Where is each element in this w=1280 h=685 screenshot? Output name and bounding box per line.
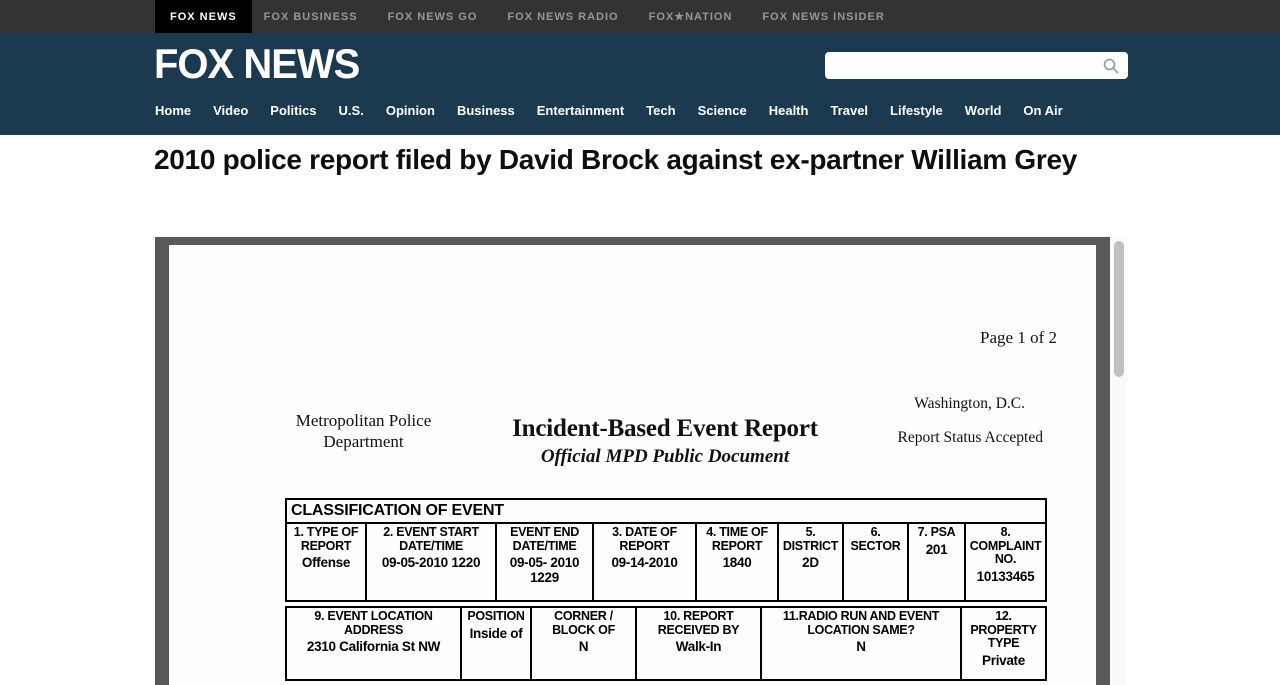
brand-tab-fox-news[interactable]: FOX NEWS xyxy=(155,0,252,33)
brand-tab-fox-news-insider[interactable]: FOX NEWS INSIDER xyxy=(762,10,885,23)
fox-news-logo[interactable]: FOX NEWS xyxy=(154,41,360,88)
document-title: Incident-Based Event Report xyxy=(512,415,818,442)
brand-tab-fox-nation[interactable]: FOX★NATION xyxy=(648,11,733,23)
cell-date-of-report: 3. DATE OF REPORT 09-14-2010 xyxy=(594,524,697,600)
cell-report-received-by: 10. REPORT RECEIVED BY Walk-In xyxy=(637,608,762,679)
scrollbar-thumb[interactable] xyxy=(1114,241,1124,377)
main-nav: Home Video Politics U.S. Opinion Busines… xyxy=(155,103,1063,118)
document-viewer: Page 1 of 2 Metropolitan Police Departme… xyxy=(155,237,1127,685)
agency-name: Metropolitan Police Department xyxy=(281,410,446,452)
agency-line1: Metropolitan Police xyxy=(295,411,432,430)
cell-event-start: 2. EVENT START DATE/TIME 09-05-2010 1220 xyxy=(367,524,497,600)
document-subtitle: Official MPD Public Document xyxy=(540,446,790,467)
nav-politics[interactable]: Politics xyxy=(270,103,317,118)
nav-travel[interactable]: Travel xyxy=(830,103,869,118)
cell-property-type: 12. PROPERTY TYPE Private xyxy=(970,609,1037,668)
article-title: 2010 police report filed by David Brock … xyxy=(154,144,1077,175)
document-frame: Page 1 of 2 Metropolitan Police Departme… xyxy=(155,237,1110,685)
search-box xyxy=(825,52,1128,79)
nav-world[interactable]: World xyxy=(964,103,1002,118)
cell-time-of-report: 4. TIME OF REPORT 1840 xyxy=(697,524,779,600)
search-icon[interactable] xyxy=(1103,58,1119,74)
nav-entertainment[interactable]: Entertainment xyxy=(536,103,625,118)
search-input[interactable] xyxy=(825,52,1103,79)
nav-science[interactable]: Science xyxy=(697,103,747,118)
site-header: FOX NEWS Home Video Politics U.S. Opinio… xyxy=(0,33,1280,135)
cell-event-end: EVENT END DATE/TIME 09-05- 2010 1229 xyxy=(497,524,594,600)
table-row: 1. TYPE OF REPORT Offense 2. EVENT START… xyxy=(285,524,1047,602)
classification-table: CLASSIFICATION OF EVENT 1. TYPE OF REPOR… xyxy=(285,498,1047,685)
cell-complaint-no: 8. COMPLAINT NO. 10133465 xyxy=(969,525,1042,584)
cell-corner-block: CORNER / BLOCK OF N xyxy=(532,608,637,679)
nav-business[interactable]: Business xyxy=(456,103,515,118)
topbar: FOX NEWS FOX BUSINESS FOX NEWS GO FOX NE… xyxy=(0,0,1280,33)
nav-home[interactable]: Home xyxy=(155,103,192,118)
agency-line2: Department xyxy=(323,432,404,451)
cell-event-location: 9. EVENT LOCATION ADDRESS 2310 Californi… xyxy=(287,608,462,679)
nav-opinion[interactable]: Opinion xyxy=(385,103,435,118)
cell-type-of-report: 1. TYPE OF REPORT Offense xyxy=(287,524,367,600)
nav-tech[interactable]: Tech xyxy=(646,103,676,118)
nav-on-air[interactable]: On Air xyxy=(1023,103,1063,118)
brand-tab-fox-news-go[interactable]: FOX NEWS GO xyxy=(387,10,478,23)
brand-tab-fox-business[interactable]: FOX BUSINESS xyxy=(263,10,358,23)
cell-radio-run-same: 11.RADIO RUN AND EVENT LOCATION SAME? N xyxy=(762,608,962,679)
document-city: Washington, D.C. xyxy=(914,395,1025,412)
nav-health[interactable]: Health xyxy=(768,103,809,118)
cell-district: 5. DISTRICT 2D xyxy=(779,524,844,600)
document-status: Report Status Accepted xyxy=(897,429,1044,446)
cell-sector: 6. SECTOR xyxy=(844,524,909,600)
cell-position: POSITION Inside of xyxy=(462,608,532,679)
document-scrollbar[interactable] xyxy=(1111,237,1127,685)
nav-video[interactable]: Video xyxy=(213,103,249,118)
document-heading: Incident-Based Event Report Official MPD… xyxy=(465,415,865,468)
brand-tab-fox-news-radio[interactable]: FOX NEWS RADIO xyxy=(507,10,619,23)
nav-lifestyle[interactable]: Lifestyle xyxy=(890,103,943,118)
section-title: CLASSIFICATION OF EVENT xyxy=(285,498,1047,524)
page-indicator: Page 1 of 2 xyxy=(980,328,1057,347)
cell-psa: 7. PSA 201 xyxy=(909,524,966,600)
table-row: 9. EVENT LOCATION ADDRESS 2310 Californi… xyxy=(285,606,1047,681)
document-page: Page 1 of 2 Metropolitan Police Departme… xyxy=(169,245,1096,685)
nav-us[interactable]: U.S. xyxy=(338,103,364,118)
